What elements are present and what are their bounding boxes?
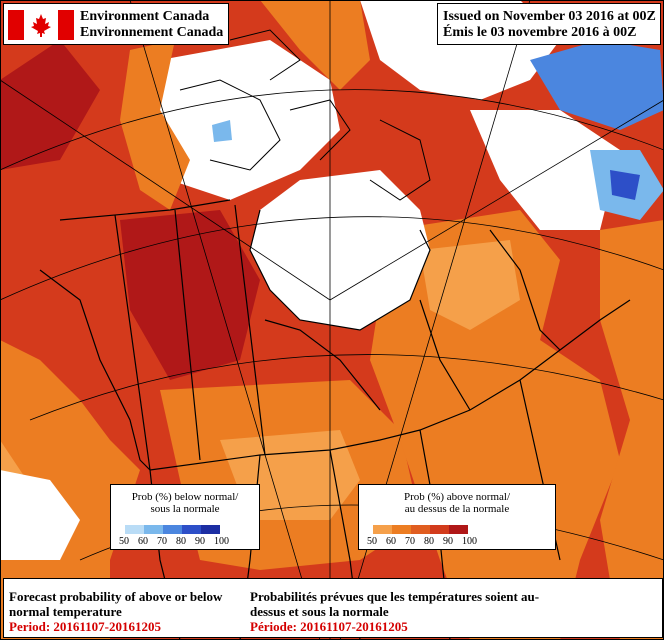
- legend-below-title-en: Prob (%) below normal/: [131, 491, 239, 503]
- legend-above-title-fr: au dessus de la normale: [404, 503, 510, 515]
- legend-above-color-scale: [373, 525, 468, 534]
- agency-name-fr: Environnement Canada: [80, 25, 224, 40]
- pacific-white-patch: [0, 470, 80, 560]
- legend_below-tick-5: 100: [214, 536, 229, 547]
- legend_below-tick-3: 80: [176, 536, 186, 547]
- legend_above-swatch-4: [449, 525, 468, 534]
- arctic-blue-patch: [212, 120, 232, 142]
- legend-below-title-fr: sous la normale: [150, 503, 220, 515]
- north-atlantic-blue: [530, 40, 664, 130]
- legend_below-swatch-1: [144, 525, 163, 534]
- legend_below-tick-0: 50: [119, 536, 129, 547]
- legend_below-swatch-3: [182, 525, 201, 534]
- legend-above-title-en: Prob (%) above normal/: [404, 491, 510, 503]
- legend-below-normal: Prob (%) below normal/ sous la normale 5…: [110, 484, 260, 550]
- legend_above-tick-0: 50: [367, 536, 377, 547]
- atlantic-orange-region: [600, 220, 664, 640]
- legend_above-swatch-3: [430, 525, 449, 534]
- legend_above-swatch-0: [373, 525, 392, 534]
- legend_below-swatch-2: [163, 525, 182, 534]
- legend_below-tick-1: 60: [138, 536, 148, 547]
- legend-below-color-scale: [125, 525, 220, 534]
- issued-date-en: Issued on November 03 2016 at 00Z: [443, 9, 656, 24]
- agency-name-en: Environment Canada: [80, 9, 210, 24]
- legend_above-swatch-2: [411, 525, 430, 534]
- quebec-light-region: [420, 240, 520, 330]
- legend_above-swatch-1: [392, 525, 411, 534]
- agency-box: Environment Canada Environnement Canada: [3, 3, 229, 45]
- issued-box: Issued on November 03 2016 at 00Z Émis l…: [437, 3, 661, 45]
- legend_below-swatch-4: [201, 525, 220, 534]
- caption-period-en: Period: 20161107-20161205: [9, 619, 162, 634]
- canada-flag-icon: [8, 10, 74, 40]
- coastlines: [179, 29, 431, 201]
- hudson-bay-white: [250, 170, 430, 330]
- prairies-dark-red: [120, 210, 260, 380]
- legend-above-normal: Prob (%) above normal/ au dessus de la n…: [358, 484, 556, 550]
- legend_below-tick-4: 90: [195, 536, 205, 547]
- legend_above-tick-1: 60: [386, 536, 396, 547]
- caption-box: Forecast probability of above or below n…: [3, 578, 663, 638]
- legend_above-tick-3: 80: [424, 536, 434, 547]
- caption-period-fr: Période: 20161107-20161205: [250, 619, 408, 634]
- north-atlantic-white: [470, 110, 620, 230]
- issued-date-fr: Émis le 03 novembre 2016 à 00Z: [443, 25, 637, 40]
- caption-title-en: Forecast probability of above or below n…: [9, 589, 223, 619]
- legend_above-tick-5: 100: [462, 536, 477, 547]
- north-atlantic-blue-dark: [610, 170, 640, 200]
- legend_above-tick-2: 70: [405, 536, 415, 547]
- alaska-dark-red: [0, 40, 100, 170]
- caption-title-fr: Probabilités prévues que les température…: [250, 589, 540, 619]
- legend_above-tick-4: 90: [443, 536, 453, 547]
- legend-below-ticks: 50 60 70 80 90 100: [119, 536, 233, 547]
- legend-above-ticks: 50 60 70 80 90 100: [367, 536, 481, 547]
- arctic-orange-fringe: [120, 40, 190, 210]
- legend_below-swatch-0: [125, 525, 144, 534]
- pacific-orange-region: [0, 340, 140, 640]
- greenland-orange: [260, 0, 370, 90]
- legend_below-tick-2: 70: [157, 536, 167, 547]
